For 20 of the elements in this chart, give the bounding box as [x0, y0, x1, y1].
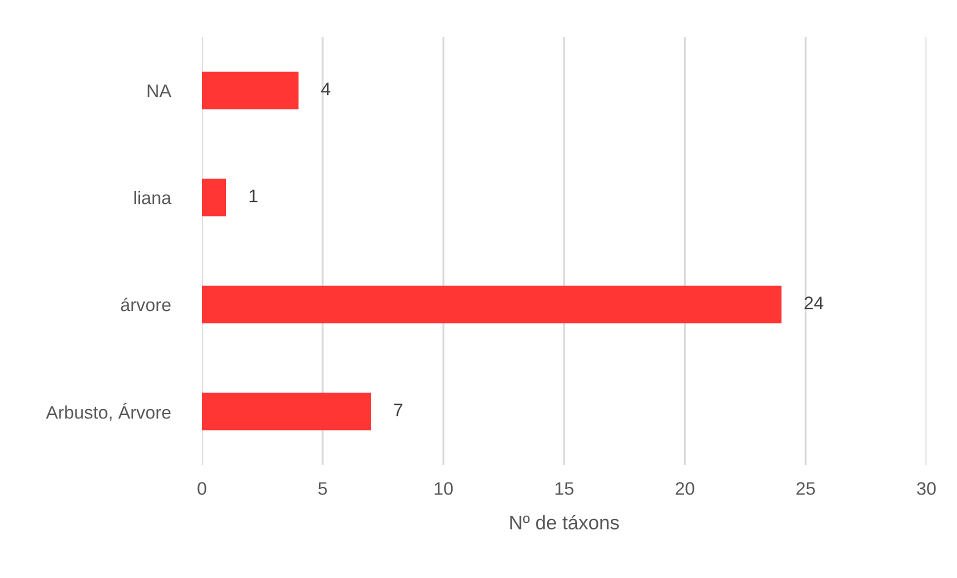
x-tick-label: 5 [318, 482, 327, 495]
bar [202, 286, 782, 324]
y-tick-label: liana [134, 190, 172, 204]
y-tick-label: NA [148, 84, 172, 98]
bar [202, 392, 371, 430]
data-label: 7 [394, 404, 402, 416]
x-tick-label: 15 [555, 482, 574, 495]
bar [202, 72, 299, 110]
x-axis-title: Nº de táxons [510, 514, 619, 530]
y-tick-label: Arbusto, Árvore [46, 402, 171, 421]
x-tick-label: 0 [198, 482, 206, 495]
x-tick-label: 30 [917, 482, 936, 495]
data-label: 1 [250, 190, 258, 202]
x-tick-label: 25 [796, 482, 815, 495]
data-label: 24 [804, 296, 824, 310]
x-tick-label: 20 [676, 482, 694, 495]
bar [202, 178, 226, 216]
data-label: 4 [321, 82, 330, 96]
x-tick-label: 10 [434, 482, 453, 495]
y-tick-label: árvore [120, 298, 171, 312]
